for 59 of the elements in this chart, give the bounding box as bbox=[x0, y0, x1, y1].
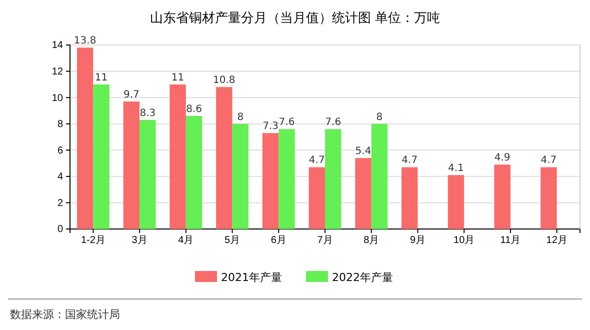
x-tick-label: 8月 bbox=[364, 235, 380, 246]
bar bbox=[93, 84, 110, 229]
bar bbox=[402, 167, 418, 229]
y-tick-label: 6 bbox=[57, 145, 64, 156]
data-label: 11 bbox=[171, 72, 184, 84]
data-label: 4.7 bbox=[402, 155, 418, 166]
y-tick-label: 14 bbox=[52, 40, 64, 52]
x-tick-label: 11月 bbox=[500, 235, 521, 246]
data-label: 13.8 bbox=[74, 36, 96, 47]
bar bbox=[216, 87, 232, 229]
bar bbox=[186, 116, 202, 229]
bar bbox=[494, 164, 510, 229]
data-label: 7.6 bbox=[325, 117, 342, 128]
x-tick-label: 6月 bbox=[270, 235, 286, 246]
bar bbox=[355, 158, 372, 229]
data-label: 5.4 bbox=[355, 146, 372, 158]
data-label: 7.3 bbox=[262, 121, 278, 132]
bar bbox=[278, 129, 295, 229]
data-label: 8 bbox=[237, 112, 244, 123]
y-tick-label: 10 bbox=[52, 92, 64, 104]
data-label: 8.6 bbox=[186, 104, 202, 115]
bar bbox=[540, 167, 557, 229]
source-note: 数据来源：国家统计局 bbox=[10, 308, 120, 321]
x-tick-label: 3月 bbox=[132, 235, 148, 246]
bar bbox=[123, 102, 140, 229]
bar bbox=[371, 124, 388, 229]
data-label: 4.7 bbox=[308, 155, 325, 166]
x-tick-label: 12月 bbox=[546, 235, 568, 246]
bar bbox=[262, 133, 279, 229]
bar bbox=[170, 84, 186, 229]
data-label: 9.7 bbox=[123, 90, 140, 101]
chart-title: 山东省铜材产量分月（当月值）统计图 单位：万吨 bbox=[150, 11, 440, 26]
x-tick-label: 1-2月 bbox=[80, 235, 106, 246]
data-label: 4.9 bbox=[494, 152, 510, 164]
data-label: 7.6 bbox=[278, 117, 295, 128]
bar bbox=[308, 167, 325, 229]
x-tick-label: 7月 bbox=[317, 235, 333, 246]
x-tick-label: 5月 bbox=[224, 235, 240, 246]
data-label: 4.7 bbox=[540, 155, 557, 166]
data-label: 8 bbox=[376, 112, 383, 123]
x-tick-label: 4月 bbox=[178, 235, 194, 246]
legend-label: 2021年产量 bbox=[221, 271, 282, 284]
legend-label: 2022年产量 bbox=[332, 271, 393, 284]
x-tick-label: 10月 bbox=[454, 235, 475, 246]
bar bbox=[140, 120, 156, 229]
y-tick-label: 2 bbox=[57, 198, 64, 209]
bar bbox=[325, 129, 342, 229]
x-tick-label: 9月 bbox=[410, 235, 426, 246]
data-label: 4.1 bbox=[448, 163, 464, 174]
y-tick-label: 0 bbox=[57, 224, 64, 236]
data-label: 8.3 bbox=[140, 108, 156, 119]
bar bbox=[76, 48, 94, 229]
y-tick-label: 4 bbox=[57, 172, 64, 183]
data-label: 11 bbox=[94, 72, 108, 84]
y-tick-label: 8 bbox=[57, 119, 64, 130]
data-label: 10.8 bbox=[213, 75, 236, 86]
bar bbox=[232, 124, 248, 229]
bar bbox=[448, 175, 464, 229]
y-tick-label: 12 bbox=[52, 66, 64, 78]
